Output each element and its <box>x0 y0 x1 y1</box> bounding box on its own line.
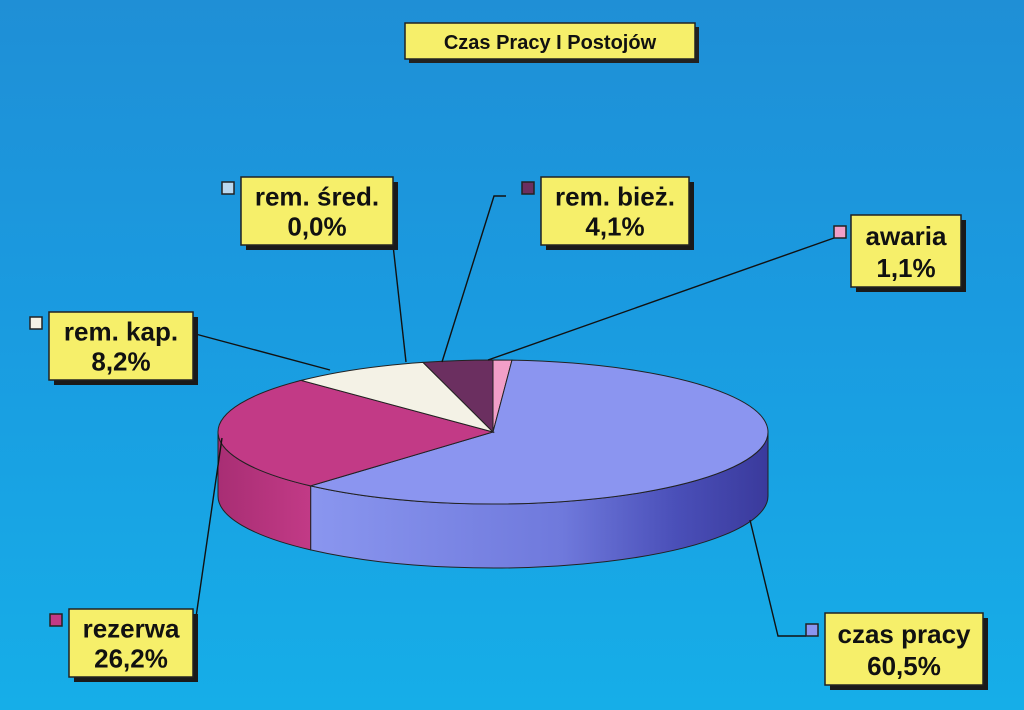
label-value: 1,1% <box>876 253 935 283</box>
label-box <box>824 612 984 686</box>
slice-czas-pracy <box>308 359 769 505</box>
pie-slices <box>217 359 769 505</box>
leader-rem-kap <box>187 331 331 371</box>
legend-swatch-rem-biez <box>521 181 535 195</box>
leader-rem-biez <box>441 195 506 363</box>
legend-swatch-rem-kap <box>29 316 43 330</box>
leader-rem-sred <box>392 244 407 363</box>
label-box <box>68 608 194 678</box>
label-name: rem. kap. <box>64 317 178 347</box>
label-rem-sred: rem. śred.0,0% <box>221 176 398 250</box>
legend-swatch-czas-pracy <box>805 623 819 637</box>
slice-rezerwa <box>217 379 495 487</box>
label-name: rezerwa <box>83 614 180 644</box>
label-value: 60,5% <box>867 651 941 681</box>
label-box <box>48 311 194 381</box>
label-value: 4,1% <box>585 211 644 241</box>
leader-awaria <box>487 237 835 361</box>
legend-swatch-awaria <box>833 225 847 239</box>
chart-title-box: Czas Pracy I Postojów <box>404 22 699 63</box>
slice-rem-kap <box>299 361 495 433</box>
leader-czas-pracy <box>749 519 806 637</box>
label-box <box>240 176 394 246</box>
leader-rezerwa <box>194 437 223 625</box>
label-value: 0,0% <box>287 211 346 241</box>
label-name: rem. śred. <box>255 182 379 212</box>
legend-swatch-rem-sred <box>221 181 235 195</box>
label-name: awaria <box>866 221 947 251</box>
label-rem-kap: rem. kap.8,2% <box>29 311 198 385</box>
label-box <box>850 214 962 288</box>
slice-rem-biez <box>421 359 494 434</box>
label-rem-biez: rem. bież.4,1% <box>521 176 694 250</box>
chart-title: Czas Pracy I Postojów <box>444 32 657 54</box>
label-value: 8,2% <box>91 346 150 376</box>
label-name: rem. bież. <box>555 182 675 212</box>
leader-lines <box>187 195 835 637</box>
label-value: 26,2% <box>94 643 168 673</box>
label-box <box>540 176 690 246</box>
legend-swatch-rezerwa <box>49 613 63 627</box>
label-name: czas pracy <box>838 619 972 649</box>
